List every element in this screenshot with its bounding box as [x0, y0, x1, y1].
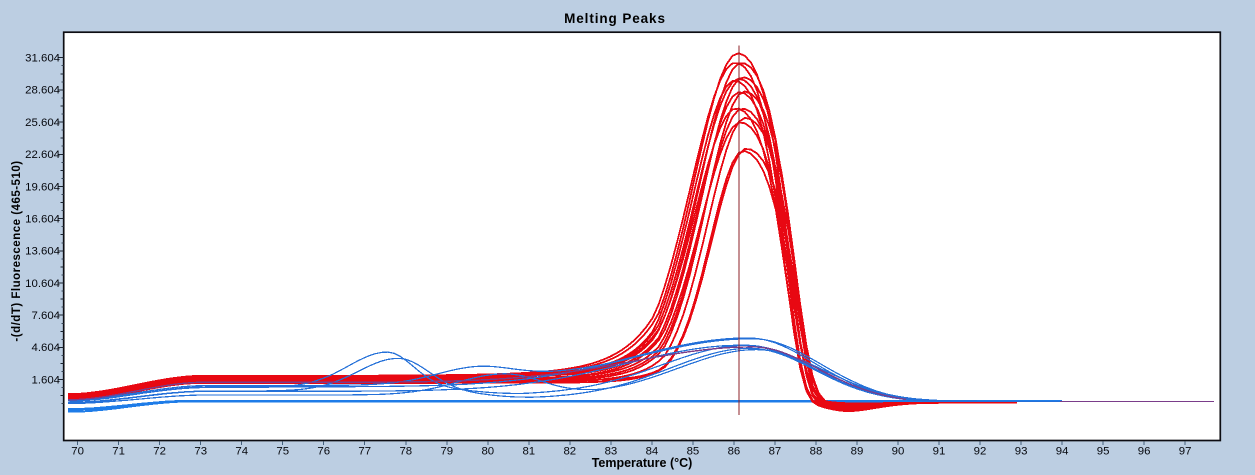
svg-text:83: 83 [605, 446, 618, 458]
svg-text:71: 71 [112, 446, 125, 458]
svg-text:73: 73 [194, 446, 207, 458]
svg-text:95: 95 [1097, 446, 1110, 458]
svg-text:94: 94 [1056, 446, 1069, 458]
svg-text:77: 77 [358, 446, 371, 458]
svg-text:91: 91 [933, 446, 946, 458]
svg-text:70: 70 [71, 446, 84, 458]
svg-text:19.604: 19.604 [25, 181, 60, 193]
svg-text:72: 72 [153, 446, 166, 458]
svg-text:81: 81 [522, 446, 535, 458]
svg-text:22.604: 22.604 [25, 149, 60, 161]
svg-text:Temperature (°C): Temperature (°C) [592, 456, 693, 470]
svg-text:7.604: 7.604 [31, 310, 60, 322]
svg-text:85: 85 [687, 446, 700, 458]
svg-text:93: 93 [1015, 446, 1028, 458]
svg-text:10.604: 10.604 [25, 278, 60, 290]
svg-text:82: 82 [563, 446, 576, 458]
svg-text:76: 76 [317, 446, 330, 458]
svg-text:25.604: 25.604 [25, 117, 60, 129]
svg-text:4.604: 4.604 [31, 342, 60, 354]
svg-text:97: 97 [1179, 446, 1192, 458]
svg-text:86: 86 [728, 446, 741, 458]
svg-text:1.604: 1.604 [31, 374, 60, 386]
svg-text:90: 90 [892, 446, 905, 458]
svg-text:88: 88 [810, 446, 823, 458]
svg-text:84: 84 [646, 446, 659, 458]
svg-text:16.604: 16.604 [25, 213, 60, 225]
svg-text:80: 80 [481, 446, 494, 458]
svg-text:28.604: 28.604 [25, 85, 60, 97]
svg-text:31.604: 31.604 [25, 53, 60, 65]
svg-text:87: 87 [769, 446, 782, 458]
svg-text:13.604: 13.604 [25, 246, 60, 258]
svg-text:79: 79 [440, 446, 453, 458]
svg-text:75: 75 [276, 446, 289, 458]
svg-text:Melting Peaks: Melting Peaks [564, 11, 666, 26]
svg-text:92: 92 [974, 446, 987, 458]
svg-text:-(d/dT) Fluorescence (465-510): -(d/dT) Fluorescence (465-510) [11, 160, 23, 341]
svg-text:96: 96 [1138, 446, 1151, 458]
svg-text:74: 74 [235, 446, 248, 458]
svg-text:78: 78 [399, 446, 412, 458]
svg-text:89: 89 [851, 446, 864, 458]
